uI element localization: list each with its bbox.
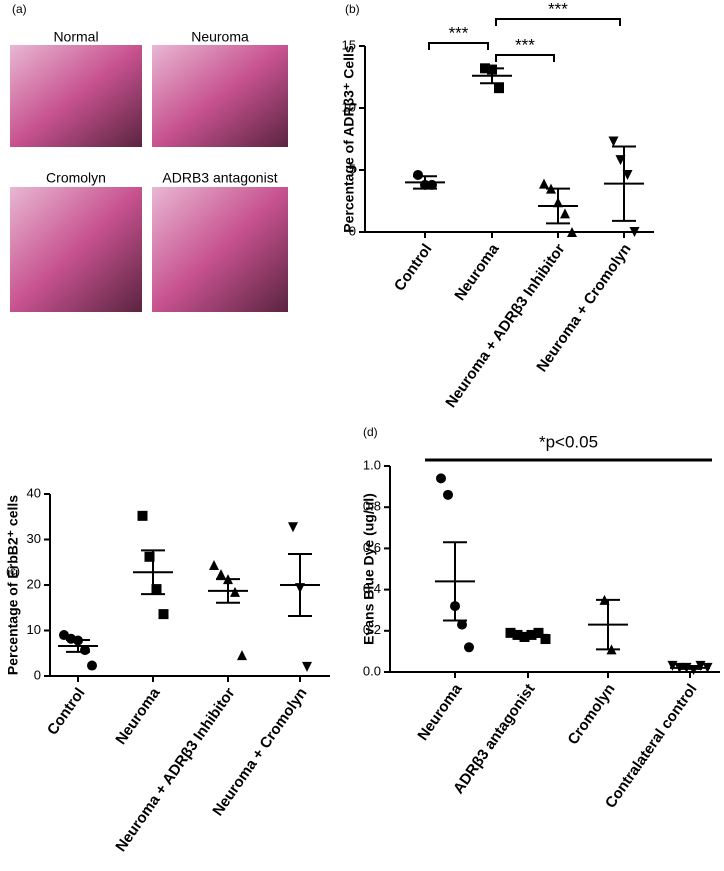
dot	[629, 227, 640, 237]
dot	[443, 489, 453, 500]
photo	[10, 45, 142, 147]
dot	[567, 227, 577, 237]
x-tick-label: Control	[44, 685, 89, 738]
panel-label: (b)	[345, 2, 360, 16]
significance-label: ***	[449, 23, 469, 42]
dot	[302, 661, 312, 672]
x-tick-label: Neuroma	[414, 680, 466, 744]
x-tick-label: Neuroma	[451, 240, 503, 304]
significance-bracket	[495, 18, 621, 26]
dot	[216, 569, 226, 580]
y-axis-label: Evans Blue Dye (ug/ul)	[361, 493, 377, 645]
significance-label: ***	[548, 0, 568, 18]
photo-label: Neuroma	[191, 29, 249, 45]
dot	[209, 559, 219, 570]
y-axis-label: Percentage of ErbB2⁺ cells	[5, 495, 21, 675]
significance-bracket	[428, 42, 489, 50]
y-tick-label: 0.8	[363, 499, 381, 514]
y-tick-label: 0	[34, 667, 41, 682]
dot	[144, 551, 155, 562]
photo-label: ADRB3 antagonist	[162, 170, 277, 186]
photo	[152, 187, 288, 312]
y-tick-label: 40	[27, 485, 41, 500]
x-tick-label: Neuroma	[112, 684, 164, 748]
x-tick-label: Neuroma + ADRβ3 Inhibitor	[442, 241, 568, 411]
significance-bracket	[495, 54, 555, 62]
photo	[10, 187, 142, 312]
dot	[87, 660, 97, 671]
dot	[137, 510, 148, 521]
x-tick-label: Control	[391, 241, 436, 294]
y-tick-label: 15	[342, 37, 356, 52]
dot	[436, 473, 446, 484]
dot	[505, 627, 516, 638]
dot	[151, 584, 162, 595]
dot	[288, 522, 298, 533]
y-tick-label: 10	[342, 99, 356, 114]
y-tick-label: 0.4	[363, 581, 381, 596]
dot	[158, 609, 169, 620]
significance-label: ***	[515, 35, 535, 54]
y-tick-label: 0	[349, 223, 356, 238]
photo-label: Cromolyn	[46, 170, 106, 186]
x-tick-label: Cromolyn	[564, 681, 618, 748]
y-tick-label: 5	[349, 161, 356, 176]
y-tick-label: 0.2	[363, 622, 381, 637]
y-axis-label: Percentage of ADRβ3⁺ Cells	[341, 45, 357, 233]
dot	[237, 650, 247, 661]
dot	[608, 136, 619, 147]
dot	[540, 634, 551, 645]
dot	[413, 169, 423, 180]
panel-label: (d)	[363, 425, 378, 439]
y-tick-label: 10	[27, 622, 41, 637]
panel-label: (a)	[12, 2, 27, 16]
y-tick-label: 0.0	[363, 663, 381, 678]
dot	[539, 178, 549, 189]
dot	[494, 83, 504, 94]
y-tick-label: 30	[27, 531, 41, 546]
x-tick-label: ADRβ3 antagonist	[450, 681, 538, 797]
significance-label: *p<0.05	[539, 432, 598, 451]
panel-label: (c)	[6, 564, 20, 578]
y-tick-label: 20	[27, 576, 41, 591]
y-tick-label: 0.6	[363, 540, 381, 555]
dot	[464, 642, 474, 653]
dot	[457, 619, 467, 630]
x-tick-label: Contralateral control	[602, 681, 701, 812]
photo-label: Normal	[53, 29, 98, 45]
y-tick-label: 1.0	[363, 457, 381, 472]
dot	[560, 208, 570, 219]
photo	[152, 45, 288, 147]
